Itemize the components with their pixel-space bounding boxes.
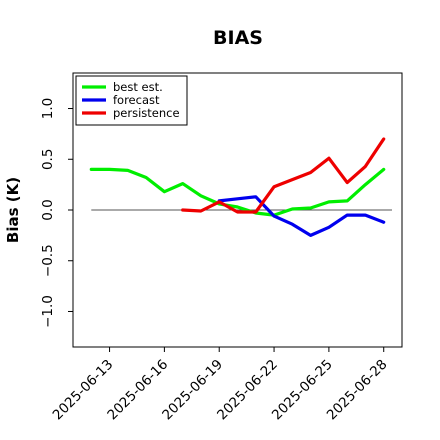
plot-area <box>89 137 392 237</box>
chart-title: BIAS <box>213 27 263 49</box>
y-tick-label: 1.0 <box>40 98 56 119</box>
legend-label-forecast: forecast <box>113 93 160 107</box>
y-tick-label: 0.5 <box>40 149 56 170</box>
y-axis-label: Bias (K) <box>4 177 22 243</box>
series-line-best-est <box>89 167 386 217</box>
legend-label-best-est: best est. <box>113 80 163 94</box>
y-tick-label: −1.0 <box>40 295 56 328</box>
series-line-forecast <box>217 195 386 237</box>
y-tick-label: 0.0 <box>40 199 56 220</box>
series-line-persistence <box>181 137 386 214</box>
y-tick-label: −0.5 <box>40 244 56 277</box>
legend-label-persistence: persistence <box>113 106 180 120</box>
